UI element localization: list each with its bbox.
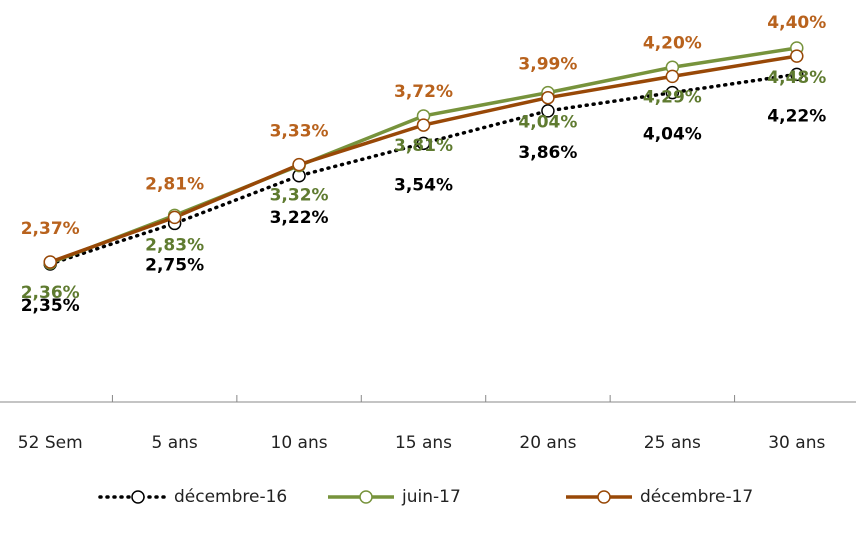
x-tick-label: 10 ans [271,433,328,453]
data-label: 2,35% [21,296,80,316]
data-label: 4,04% [518,113,577,133]
data-label: 3,54% [394,175,453,195]
x-tick-label: 25 ans [644,433,701,453]
x-tick-label: 15 ans [395,433,452,453]
legend-label: décembre-17 [640,487,753,507]
data-label: 4,04% [643,125,702,145]
data-label: 2,37% [21,219,80,239]
data-label: 4,22% [767,106,826,126]
data-label: 2,36% [21,283,80,303]
data-label: 3,99% [518,55,577,75]
x-tick-label: 20 ans [519,433,576,453]
data-label: 2,75% [145,255,204,275]
point [167,210,182,225]
point [416,136,431,151]
point [790,67,804,82]
data-label: 3,86% [518,143,577,163]
point [665,69,680,84]
point [790,49,804,63]
point [665,85,680,100]
data-label: 2,81% [145,174,204,194]
data-label: 4,20% [643,33,702,53]
data-label: 3,72% [394,82,453,102]
data-label: 4,40% [767,13,826,33]
data-label: 4,48% [767,68,826,88]
data-label: 3,81% [394,136,453,156]
point [292,157,306,172]
point [541,90,555,105]
x-tick-label: 5 ans [152,433,198,453]
data-label: 2,83% [145,235,204,255]
data-label: 3,32% [270,186,329,206]
legend-marker [359,490,373,504]
legend-label: juin-17 [401,487,461,507]
legend-label: décembre-16 [174,487,287,507]
data-label: 4,29% [643,87,702,107]
data-label: 3,22% [270,208,329,228]
point [416,118,431,132]
legend-marker [131,490,145,504]
x-tick-label: 52 Sem [18,433,83,453]
legend-marker [597,490,611,504]
point [541,104,555,118]
x-tick-label: 30 ans [768,433,825,453]
data-label: 3,33% [270,122,329,142]
point [43,255,57,269]
